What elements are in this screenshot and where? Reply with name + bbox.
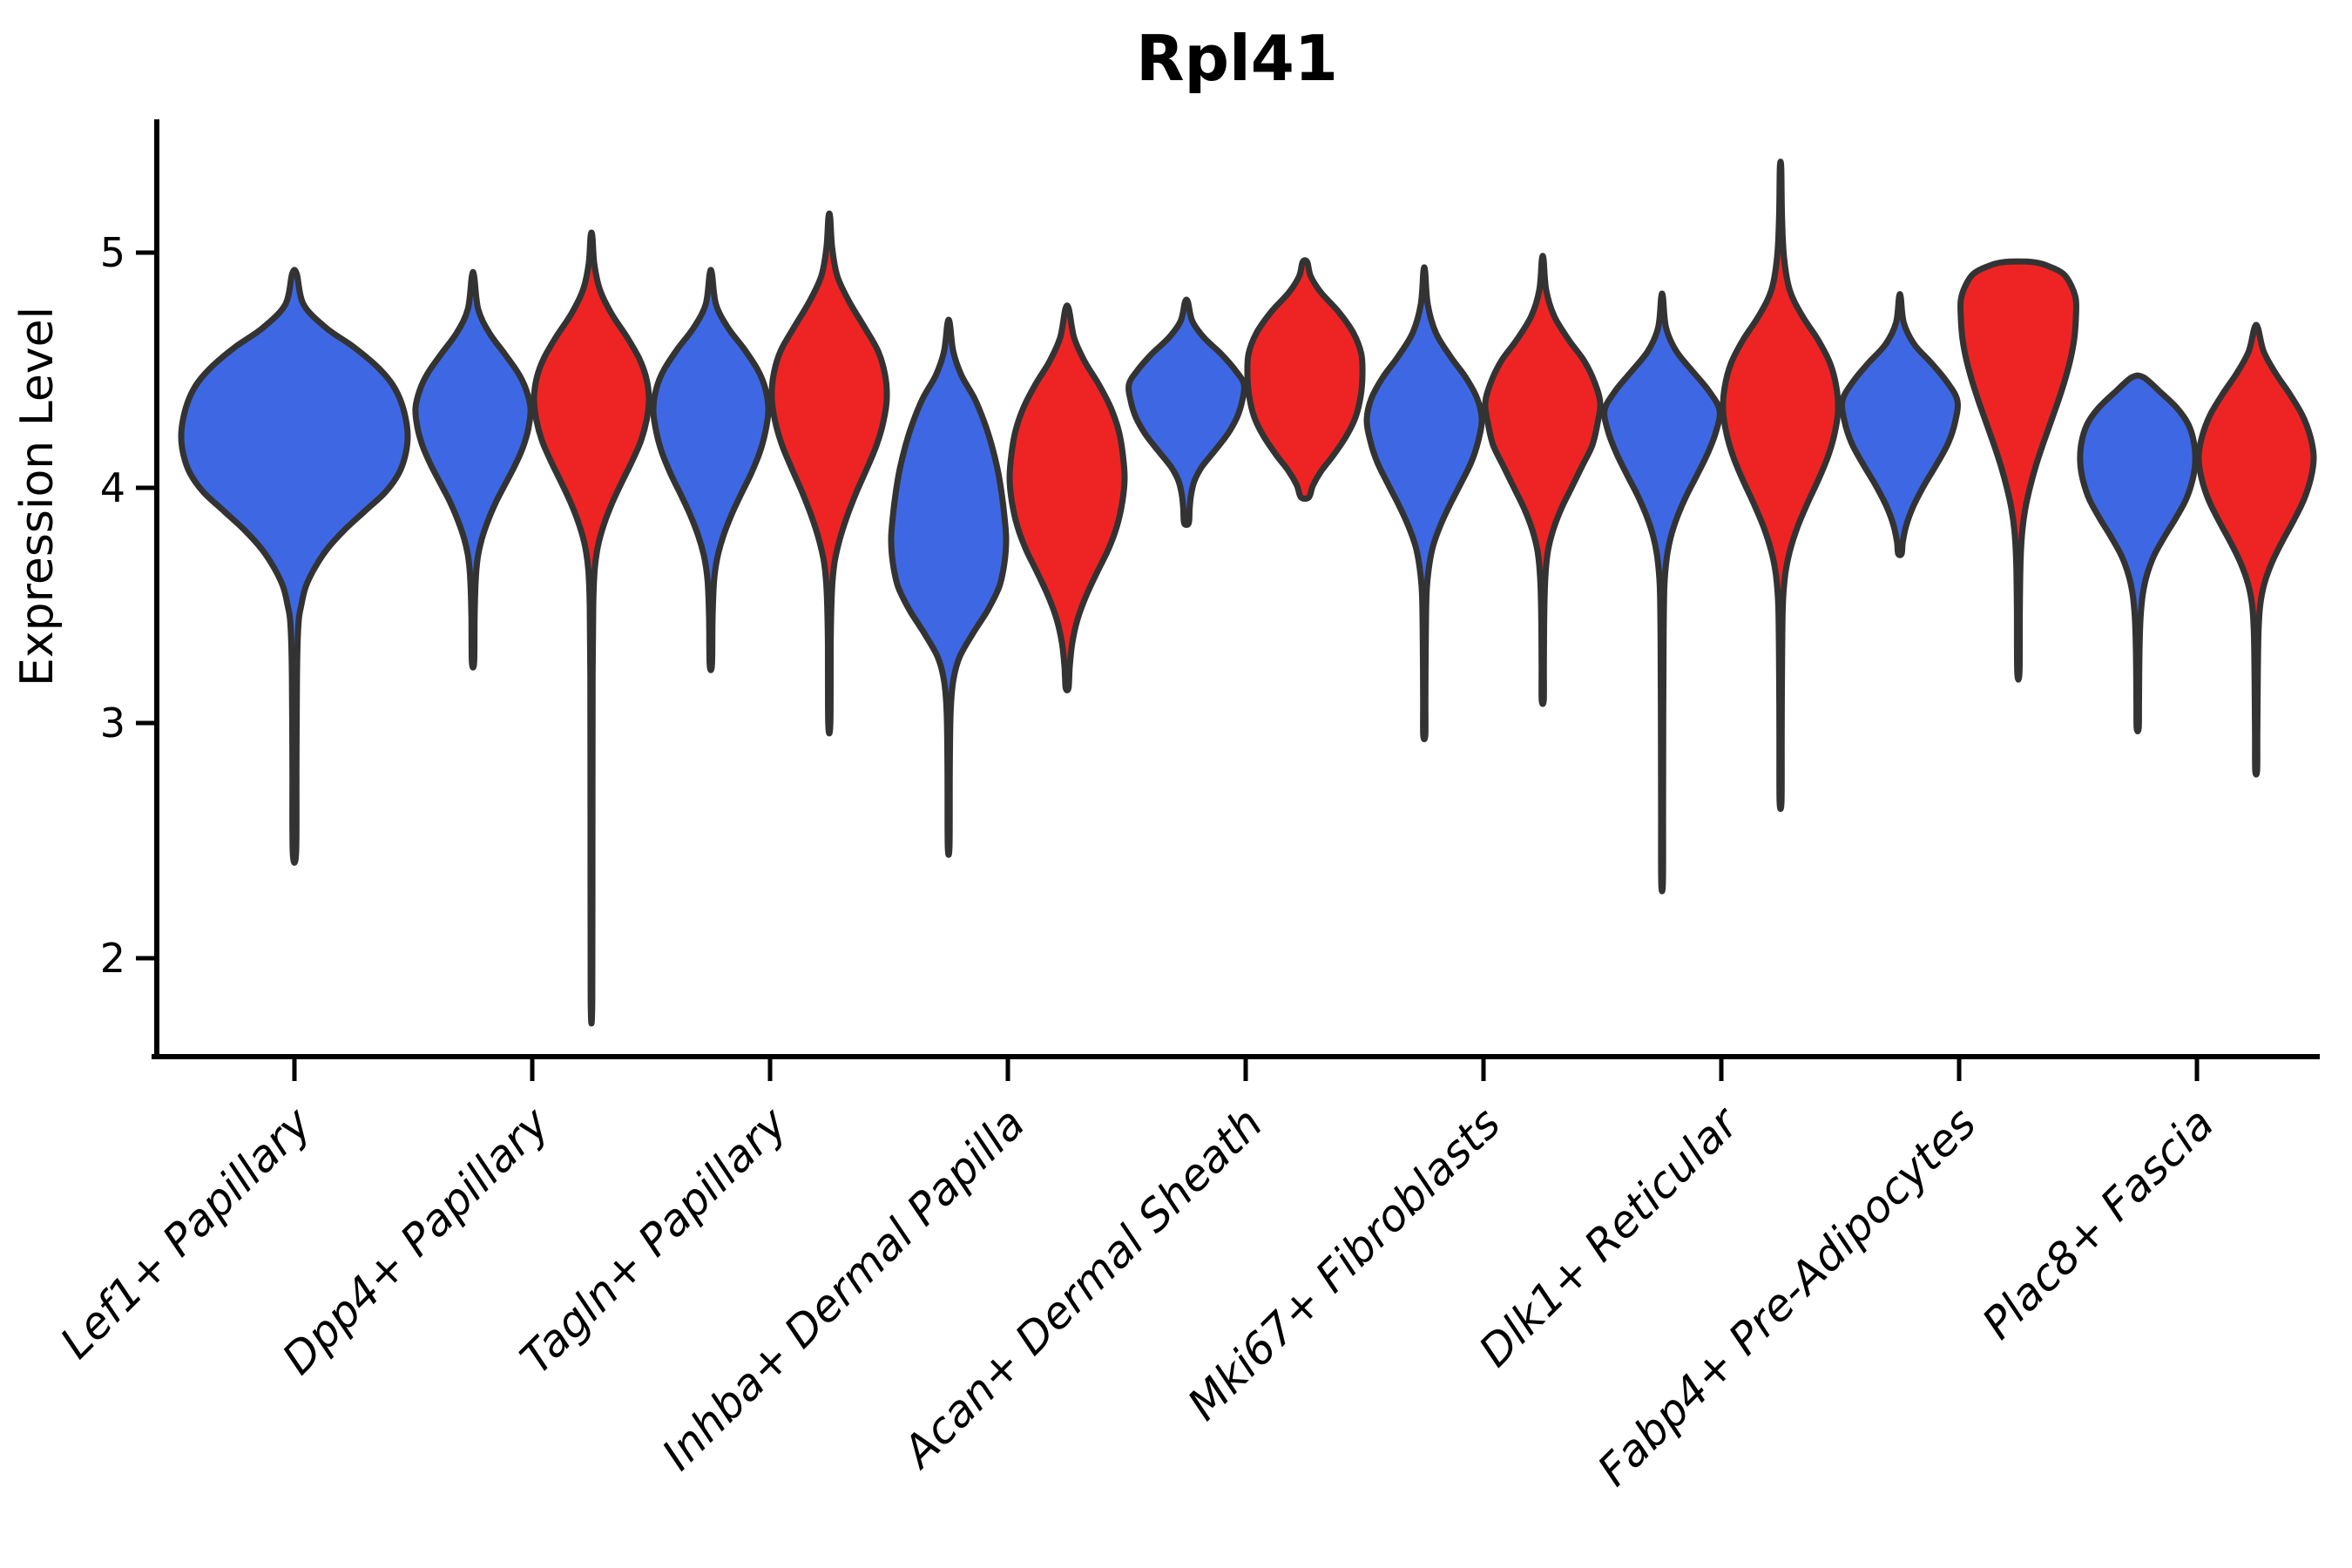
violin-3-red — [768, 210, 890, 737]
violin-8-blue — [1839, 291, 1961, 558]
violin-9-red — [2195, 321, 2317, 778]
violin-6-red — [1482, 253, 1604, 707]
x-tick-label: Fabp4+ Pre-Adipocytes — [1588, 1098, 1986, 1496]
y-ticks: 2 3 4 5 — [100, 229, 157, 982]
violin-1-blue — [178, 267, 411, 866]
x-tick-label: Lef1+ Papillary — [51, 1097, 321, 1368]
violin-5-red — [1244, 257, 1366, 502]
violin-4-blue — [888, 316, 1010, 858]
violins-layer — [178, 159, 2317, 1027]
y-tick-label: 5 — [100, 229, 125, 276]
x-tick-label: Dlk1+ Reticular — [1470, 1096, 1750, 1376]
violin-7-red — [1720, 159, 1842, 813]
chart-title: Rpl41 — [1136, 22, 1338, 95]
violin-5-blue — [1125, 296, 1247, 528]
y-tick-label: 2 — [100, 935, 125, 982]
violin-7-blue — [1601, 290, 1723, 895]
x-tick-label: Plac8+ Fascia — [1973, 1098, 2224, 1348]
violin-2-red — [531, 229, 652, 1027]
violin-9-blue — [2077, 372, 2199, 734]
y-axis-label: Expression Level — [11, 307, 64, 686]
violin-2-blue — [412, 268, 534, 671]
y-tick-label: 4 — [100, 464, 125, 511]
y-tick-label: 3 — [100, 700, 125, 747]
x-tick-label: Tagln+ Papillary — [510, 1097, 797, 1383]
violin-3-blue — [650, 267, 772, 673]
violin-6-blue — [1363, 264, 1485, 743]
violin-4-red — [1006, 302, 1128, 693]
violin-8-red — [1957, 258, 2079, 683]
